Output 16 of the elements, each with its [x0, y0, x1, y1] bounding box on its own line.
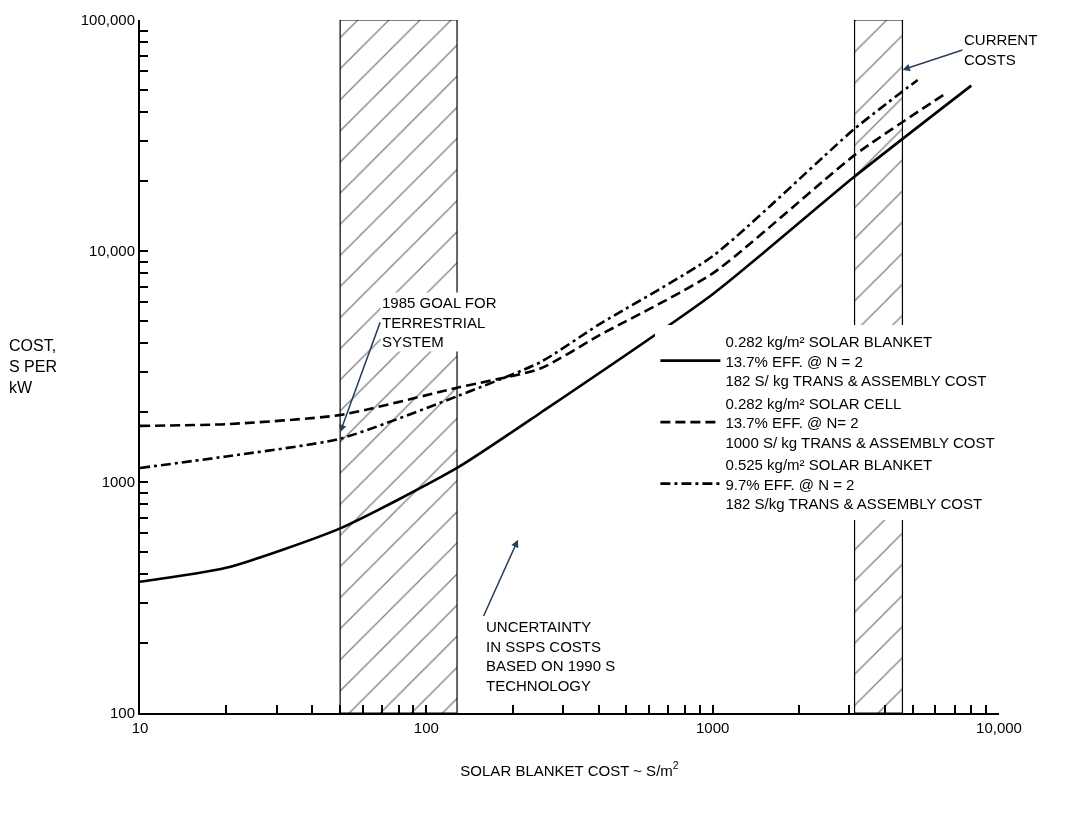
y-tick-label: 10,000 — [89, 242, 135, 260]
y-tick-label: 100 — [109, 704, 135, 722]
annotation: CURRENT COSTS — [964, 31, 1038, 68]
x-tick-label: 1000 — [695, 719, 730, 736]
y-tick-label: 100,000 — [80, 11, 135, 29]
legend-label: 0.525 kg/m² SOLAR BLANKET 9.7% EFF. @ N = 2 182 S/kg TRANS & ASSEMBLY COST — [725, 456, 983, 513]
x-tick-label: 10,000 — [976, 719, 1022, 736]
x-tick-label: 100 — [413, 719, 439, 736]
x-tick-label: 10 — [131, 719, 149, 736]
annotation: UNCERTAINTY IN SSPS COSTS BASED ON 1990 S TECHNOLOGY — [486, 618, 616, 694]
x-axis-title: SOLAR BLANKET COST ~ S/m$^{2}$ — [460, 759, 679, 779]
annotation: 1985 GOAL FOR TERRESTRIAL SYSTEM — [382, 294, 497, 350]
y-axis-title: COST, S PER kW — [9, 337, 58, 396]
y-tick-label: 1000 — [101, 473, 135, 491]
legend-label: 0.282 kg/m² SOLAR CELL 13.7% EFF. @ N= 2 1000 S/ kg TRANS & ASSEMBLY COST — [725, 394, 995, 451]
legend-label: 0.282 kg/m² SOLAR BLANKET 13.7% EFF. @ N = 2 182 S/ kg TRANS & ASSEMBLY COST — [725, 333, 987, 390]
